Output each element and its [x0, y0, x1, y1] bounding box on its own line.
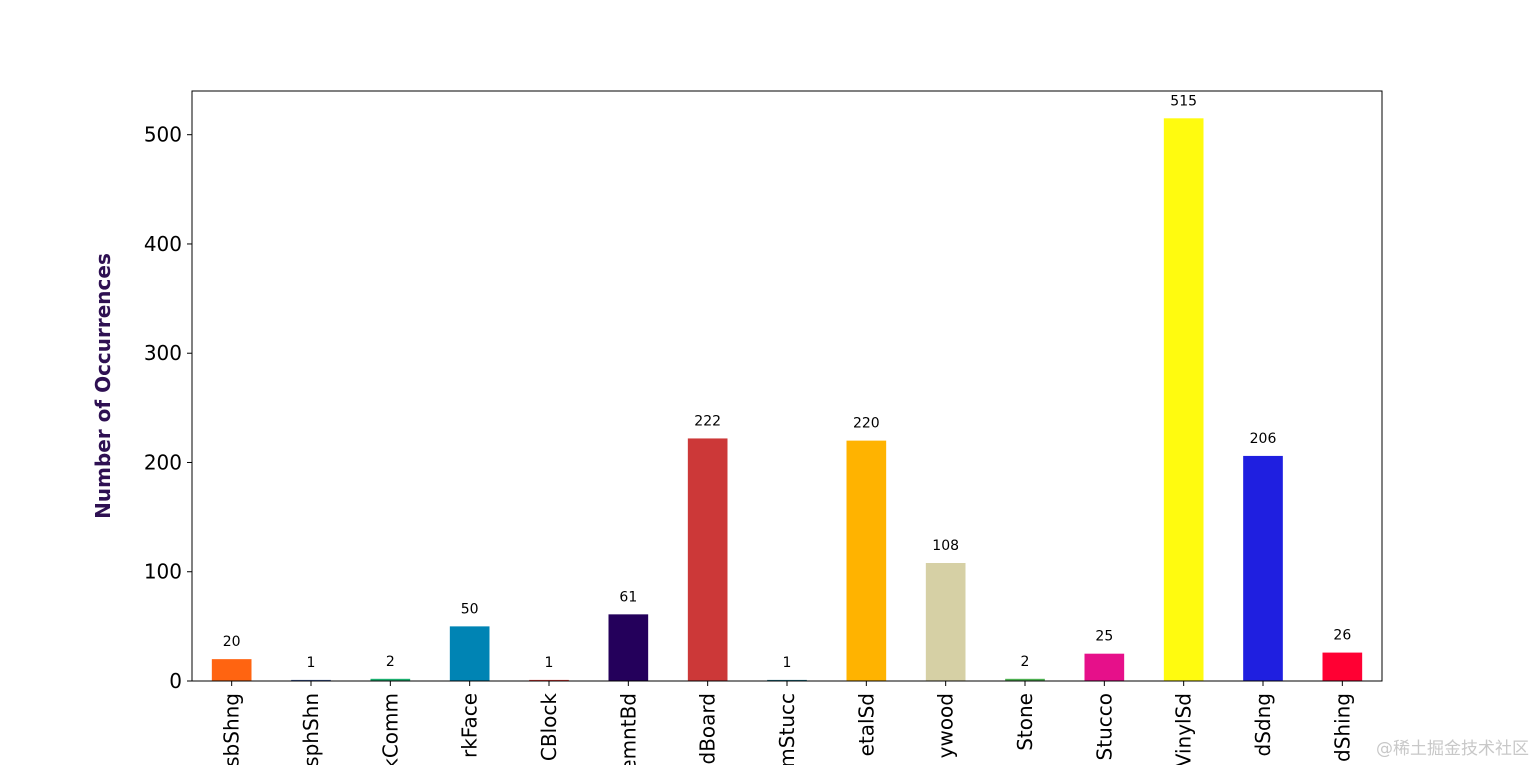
x-tick-label-BrkComm: kComm: [378, 693, 402, 765]
x-tick-label-WdShing: dShing: [1330, 693, 1354, 762]
data-label-CemntBd: 61: [619, 589, 637, 605]
x-tick-label-HdBoard: dBoard: [696, 693, 720, 764]
bar-WdShing: [1322, 652, 1363, 681]
bar-AsbShng: [211, 659, 252, 681]
y-tick-label-300: 300: [144, 341, 182, 365]
bars-group: [211, 118, 1363, 681]
data-label-Stucco: 25: [1095, 629, 1113, 645]
y-tick-label-500: 500: [144, 123, 182, 147]
y-tick-label-100: 100: [144, 560, 182, 584]
bar-HdBoard: [687, 438, 728, 681]
x-tick-label-Wd Sdng: dSdng: [1251, 693, 1275, 756]
x-tick-label-Stucco: Stucco: [1092, 693, 1116, 760]
bar-Stucco: [1084, 653, 1125, 681]
x-tick-label-AsphShn: sphShn: [299, 693, 323, 765]
x-tick-label-AsbShng: sbShng: [220, 693, 244, 765]
bar-Plywood: [925, 563, 966, 681]
data-label-BrkFace: 50: [461, 601, 479, 617]
data-label-BrkComm: 2: [386, 654, 395, 670]
x-tick-label-ImStucc: mStucc: [775, 693, 799, 765]
bar-MetalSd: [846, 440, 887, 681]
bar-CBlock: [529, 679, 569, 681]
data-label-CBlock: 1: [545, 655, 554, 671]
bar-BrkFace: [449, 626, 490, 681]
bar-AsphShn: [291, 679, 331, 681]
bar-VinylSd: [1163, 118, 1204, 681]
x-tick-label-Plywood: ywood: [934, 693, 958, 758]
data-label-Plywood: 108: [932, 538, 959, 554]
x-tick-label-BrkFace: rkFace: [458, 693, 482, 758]
data-label-WdShing: 26: [1333, 628, 1351, 644]
bar-Wd Sdng: [1243, 455, 1283, 681]
x-tick-label-Stone: Stone: [1013, 693, 1037, 751]
x-tick-label-CemntBd: emntBd: [616, 693, 640, 765]
x-tick-label-MetalSd: etalSd: [854, 693, 878, 756]
data-label-Wd Sdng: 206: [1250, 431, 1277, 447]
bar-Stone: [1005, 678, 1045, 681]
data-label-AsbShng: 20: [223, 634, 241, 650]
data-labels-group: 20 1 2 50 1 61 222 1 220 108 2 25 515 206 26: [223, 93, 1352, 671]
y-axis-label: Number of Occurrences: [91, 253, 115, 519]
data-label-VinylSd: 515: [1170, 93, 1197, 109]
data-label-AsphShn: 1: [307, 655, 316, 671]
y-tick-label-200: 200: [144, 450, 182, 474]
data-label-HdBoard: 222: [694, 413, 721, 429]
data-label-MetalSd: 220: [853, 416, 880, 432]
y-axis: 0 100 200 300 400 500: [144, 123, 192, 693]
bar-ImStucc: [767, 679, 807, 681]
x-tick-label-CBlock: CBlock: [537, 693, 561, 761]
bar-BrkComm: [370, 678, 411, 681]
watermark-text: @稀土掘金技术社区: [1376, 739, 1529, 759]
x-axis: sbShng sphShn kComm rkFace CBlock emntBd dBoar…: [220, 681, 1354, 765]
data-label-ImStucc: 1: [783, 655, 792, 671]
y-tick-label-0: 0: [169, 669, 182, 693]
x-tick-label-VinylSd: VinylSd: [1172, 693, 1196, 765]
bar-CemntBd: [608, 614, 649, 681]
data-label-Stone: 2: [1021, 654, 1030, 670]
y-tick-label-400: 400: [144, 232, 182, 256]
